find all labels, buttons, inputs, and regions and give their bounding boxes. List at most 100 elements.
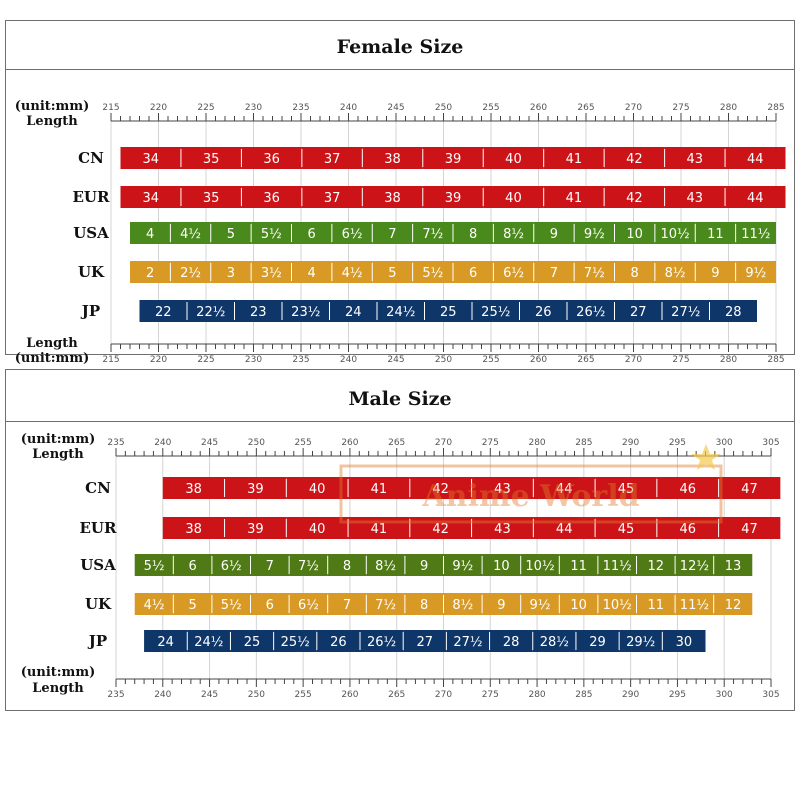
row-label-eur: EUR [73,188,111,206]
size-value-usa: 4 [146,227,154,242]
size-cell [412,261,453,283]
size-cell [134,593,174,615]
top-tick-label: 285 [767,103,784,113]
size-cell [597,593,637,615]
size-value-usa: 9½ [452,559,473,574]
size-cell [210,222,252,244]
size-value-uk: 11 [648,598,665,613]
size-value-eur: 45 [618,522,635,537]
size-cell [404,593,444,615]
female-size-panel: Female Size 215 220 225 230 235 240 245 250 255 2… [5,20,795,366]
size-cell [533,517,596,539]
size-cell [604,147,665,169]
size-cell [289,554,328,576]
top-tick-label: 235 [107,438,124,448]
size-cell [251,261,292,283]
size-cell [575,630,620,652]
size-cell [241,186,302,208]
size-cell [422,186,484,208]
size-cell [187,630,231,652]
size-cell [443,593,483,615]
size-cell [443,554,483,576]
size-value-usa: 9 [550,227,558,242]
size-cell [173,554,212,576]
size-cell [424,300,472,322]
size-value-usa: 5 [227,227,235,242]
top-tick-label: 255 [482,103,499,113]
size-value-usa: 11 [707,227,724,242]
size-cell [656,477,719,499]
size-value-uk: 11½ [680,598,709,613]
size-value-usa: 5½ [261,227,282,242]
size-value-usa: 7½ [298,559,319,574]
size-value-eur: 44 [747,191,764,206]
size-cell [139,300,187,322]
size-cell [567,300,615,322]
size-cell [636,554,676,576]
size-cell [362,147,423,169]
bottom-tick-label: 230 [245,355,262,365]
size-value-usa: 7 [388,227,396,242]
size-value-jp: 22 [155,305,172,320]
size-value-cn: 39 [445,152,462,167]
bottom-axis-label: (unit:mm) [21,665,95,680]
bottom-tick-label: 215 [102,355,119,365]
size-cell [291,222,332,244]
size-value-jp: 26½ [367,635,396,650]
size-value-usa: 10½ [525,559,554,574]
size-cell [301,186,363,208]
size-value-uk: 6 [469,266,477,281]
size-cell [662,630,706,652]
top-tick-label: 270 [625,103,642,113]
size-cell [654,261,696,283]
size-value-cn: 37 [324,152,341,167]
size-value-eur: 37 [324,191,341,206]
size-value-eur: 39 [445,191,462,206]
bottom-tick-label: 270 [625,355,642,365]
size-value-jp: 27½ [453,635,482,650]
size-cell [327,593,367,615]
size-value-uk: 10 [570,598,587,613]
top-tick-label: 275 [672,103,689,113]
row-label-uk: UK [85,595,112,613]
size-cell [366,593,405,615]
size-value-eur: 38 [384,191,401,206]
size-value-jp: 24½ [194,635,223,650]
size-cell [348,477,410,499]
row-label-cn: CN [78,149,104,167]
size-value-jp: 30 [676,635,693,650]
size-value-eur: 36 [263,191,280,206]
size-cell [250,554,290,576]
size-value-usa: 7 [266,559,274,574]
size-cell [482,593,521,615]
size-value-cn: 43 [687,152,704,167]
size-value-uk: 9½ [745,266,766,281]
size-value-eur: 38 [185,522,202,537]
size-value-jp: 26 [535,305,552,320]
size-cell [446,630,490,652]
size-cell [533,477,596,499]
size-cell [331,261,373,283]
size-value-usa: 6½ [342,227,363,242]
size-value-usa: 8 [469,227,477,242]
top-tick-label: 275 [482,438,499,448]
size-cell [614,300,662,322]
size-value-cn: 44 [747,152,764,167]
bottom-tick-label: 275 [482,690,499,700]
size-cell [675,554,714,576]
size-cell [597,554,637,576]
size-cell [735,261,776,283]
female-size-title: Female Size [6,25,794,70]
size-cell [493,261,534,283]
size-value-uk: 6 [266,598,274,613]
size-value-jp: 28 [725,305,742,320]
male-size-title: Male Size [6,377,794,422]
size-cell [532,630,576,652]
size-cell [273,630,317,652]
size-value-cn: 38 [185,482,202,497]
size-cell [211,554,251,576]
size-value-cn: 41 [371,482,388,497]
size-value-uk: 9 [497,598,505,613]
top-tick-label: 295 [669,438,686,448]
top-tick-label: 260 [341,438,358,448]
